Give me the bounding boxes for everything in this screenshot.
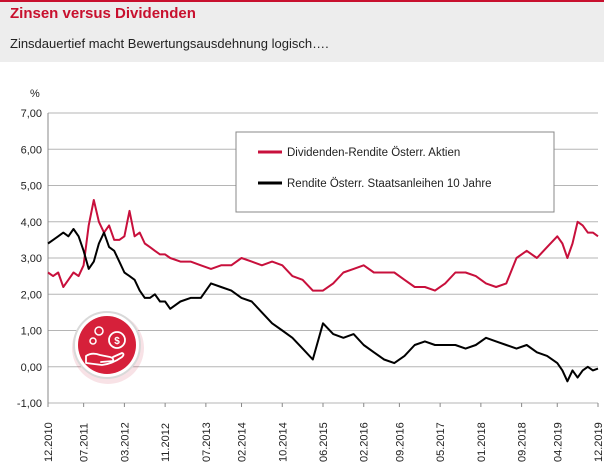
svg-text:$: $ <box>114 336 120 347</box>
x-tick-label: 12.2010 <box>43 422 55 462</box>
series-lines <box>47 199 599 383</box>
y-tick-label: 3,00 <box>21 253 42 265</box>
x-axis-ticks: 12.2010 07.2011 03.2012 11.2012 07.2013 02.20… <box>43 403 604 462</box>
x-tick-label: 07.2013 <box>201 422 213 462</box>
x-tick-label: 07.2011 <box>79 423 91 462</box>
x-tick-label: 09.2016 <box>394 422 406 462</box>
legend-label-yield: Rendite Österr. Staatsanleihen 10 Jahre <box>287 178 492 190</box>
y-tick-label: 2,00 <box>21 289 42 301</box>
x-tick-label: 02.2014 <box>237 422 249 462</box>
hand-with-coins-icon: $ <box>72 311 144 384</box>
x-tick-label: 04.2019 <box>552 422 564 462</box>
y-tick-label: -1,00 <box>17 398 42 410</box>
y-tick-label: 7,00 <box>21 108 42 120</box>
y-tick-label: 6,00 <box>21 144 42 156</box>
page-title: Zinsen versus Dividenden <box>10 5 196 22</box>
y-tick-label: 4,00 <box>21 217 42 229</box>
x-tick-label: 02.2016 <box>359 422 371 462</box>
series-line-yield <box>47 228 599 383</box>
y-tick-label: 1,00 <box>21 326 42 338</box>
x-tick-label: 11.2012 <box>160 423 172 462</box>
y-axis-ticks: -1,00 0,00 1,00 2,00 3,00 4,00 5,00 6,00 7,00 <box>17 108 42 410</box>
x-tick-label: 10.2014 <box>277 422 289 462</box>
legend-label-dividend: Dividenden-Rendite Österr. Aktien <box>287 147 460 159</box>
x-tick-label: 01.2018 <box>476 422 488 462</box>
legend: Dividenden-Rendite Österr. Aktien Rendit… <box>235 131 555 213</box>
page-subtitle: Zinsdauertief macht Bewertungsausdehnung… <box>10 36 329 51</box>
x-tick-label: 05.2017 <box>435 422 447 462</box>
y-tick-label: 0,00 <box>21 362 42 374</box>
x-tick-label: 09.2018 <box>517 422 529 462</box>
series-line-dividend <box>47 199 599 292</box>
x-tick-label: 12.2019 <box>593 422 604 462</box>
x-tick-label: 03.2012 <box>119 422 131 462</box>
header-bar: Zinsen versus Dividenden Zinsdauertief m… <box>0 0 604 62</box>
y-axis-label: % <box>30 88 40 100</box>
x-tick-label: 06.2015 <box>318 422 330 462</box>
y-tick-label: 5,00 <box>21 181 42 193</box>
legend-box <box>235 131 555 213</box>
